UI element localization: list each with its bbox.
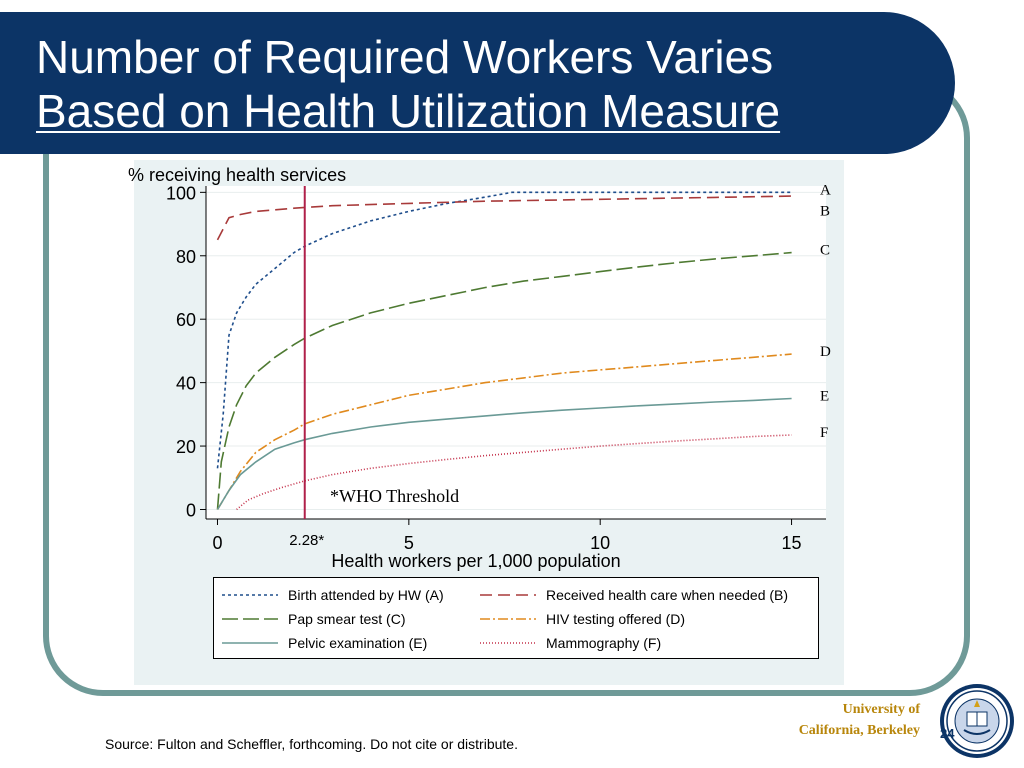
legend-item: HIV testing offered (D) xyxy=(480,608,685,630)
y-tick-label: 20 xyxy=(176,437,196,457)
legend-swatch xyxy=(480,618,536,620)
y-tick-label: 60 xyxy=(176,310,196,330)
x-tick-label: 5 xyxy=(404,533,414,553)
legend-label: Mammography (F) xyxy=(546,635,662,651)
series-end-label: E xyxy=(820,388,829,404)
series-line xyxy=(236,434,792,511)
threshold-tick-label: 2.28* xyxy=(289,532,324,549)
x-tick-label: 0 xyxy=(212,533,222,553)
series-end-label: D xyxy=(820,344,831,360)
source-note: Source: Fulton and Scheffler, forthcomin… xyxy=(105,736,518,752)
y-tick-label: 40 xyxy=(176,374,196,394)
series-lines xyxy=(216,186,792,519)
series-line xyxy=(216,397,792,510)
legend-label: HIV testing offered (D) xyxy=(546,611,686,627)
x-axis-label: Health workers per 1,000 population xyxy=(331,551,620,571)
slide-title-line-1: Number of Required Workers Varies xyxy=(36,31,774,83)
y-axis-label: % receiving health services xyxy=(128,165,346,185)
title-band: Number of Required Workers Varies Based … xyxy=(0,12,955,154)
legend-item: Pelvic examination (E) xyxy=(222,632,427,654)
series-end-label: F xyxy=(820,425,828,441)
y-tick-label: 0 xyxy=(186,500,196,520)
series-line xyxy=(216,251,792,510)
plot-area xyxy=(206,186,826,519)
axes: 0 20 40 60 80 100 0 5 10 15 xyxy=(166,183,826,553)
y-tick-label: 80 xyxy=(176,247,196,267)
legend-swatch xyxy=(222,642,278,644)
legend-swatch xyxy=(480,594,536,596)
legend-item: Pap smear test (C) xyxy=(222,608,405,630)
university-name-line-2: California, Berkeley xyxy=(798,723,920,738)
y-tick-label: 100 xyxy=(166,183,196,203)
slide-title-line-2: Based on Health Utilization Measure xyxy=(36,85,781,137)
series-end-label: B xyxy=(820,203,830,219)
university-name-line-1: University of xyxy=(842,702,920,717)
legend-item: Received health care when needed (B) xyxy=(480,584,788,606)
who-threshold-annotation: *WHO Threshold xyxy=(330,486,459,506)
legend-item: Mammography (F) xyxy=(480,632,661,654)
labels: % receiving health services Health worker… xyxy=(128,165,831,571)
legend-swatch xyxy=(222,594,278,596)
legend-swatch xyxy=(222,618,278,620)
series-end-label: C xyxy=(820,243,830,259)
legend-swatch xyxy=(480,642,536,644)
series-line xyxy=(216,195,792,241)
x-tick-label: 15 xyxy=(782,533,802,553)
legend-label: Received health care when needed (B) xyxy=(546,587,789,603)
chart-legend: Birth attended by HW (A) Received health … xyxy=(213,577,819,659)
series-end-label: A xyxy=(820,182,831,198)
slide-title: Number of Required Workers Varies Based … xyxy=(36,30,780,138)
series-line xyxy=(216,353,792,510)
university-name: University of California, Berkeley xyxy=(799,699,920,741)
page-number: 24 xyxy=(940,726,955,741)
legend-label: Pap smear test (C) xyxy=(288,611,406,627)
grid-lines xyxy=(206,186,826,519)
x-tick-label: 10 xyxy=(590,533,610,553)
legend-label: Birth attended by HW (A) xyxy=(288,587,444,603)
legend-item: Birth attended by HW (A) xyxy=(222,584,444,606)
university-seal-icon xyxy=(940,684,1014,758)
legend-label: Pelvic examination (E) xyxy=(288,635,428,651)
